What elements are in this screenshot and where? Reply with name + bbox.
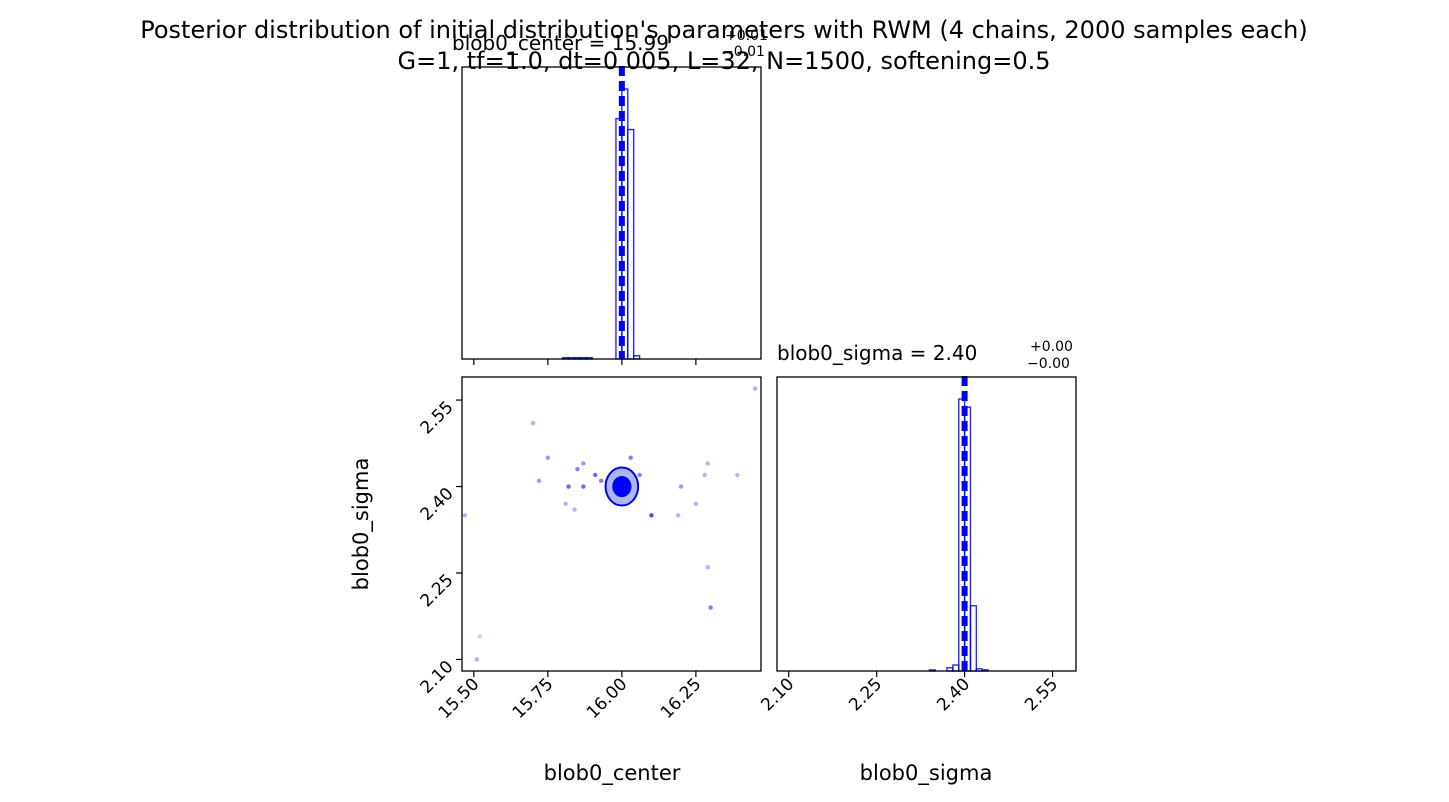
center-title-minus: −0.01	[722, 44, 765, 60]
sigma-title-plus: +0.00	[1030, 339, 1073, 355]
scatter-point	[693, 501, 699, 507]
x-tick-label: 16.25	[657, 674, 706, 723]
scatter-point	[545, 455, 551, 460]
contour-inner	[612, 475, 632, 498]
scatter-point	[530, 420, 536, 426]
scatter-point	[477, 634, 482, 639]
scatter-point	[536, 478, 542, 483]
histogram-bar	[952, 664, 960, 672]
x-tick-label: 2.10	[757, 674, 798, 715]
x-tick-label: 16.00	[583, 674, 632, 723]
x-tick-label: 2.25	[845, 674, 886, 715]
joint-scatter-panel: 15.50 15.75 16.00 16.252.102.252.402.55	[417, 376, 762, 723]
scatter-point	[637, 472, 642, 478]
scatter-point	[708, 605, 713, 610]
center-panel-title: blob0_center = 15.99	[452, 31, 669, 55]
histogram-bar	[969, 605, 978, 672]
scatter-point	[628, 455, 633, 460]
scatter-point	[735, 472, 740, 478]
joint-y-axis-label: blob0_sigma	[349, 458, 374, 591]
scatter-point	[572, 507, 577, 512]
center-title-value: 15.99	[612, 31, 669, 55]
x-tick-label: 2.55	[1021, 674, 1062, 715]
center-title-prefix: blob0_center =	[452, 31, 612, 55]
y-tick-label: 2.55	[417, 397, 458, 438]
sigma-title-value: 2.40	[933, 341, 978, 365]
joint-x-axis-label: blob0_center	[544, 761, 681, 786]
histogram-bar	[627, 128, 635, 360]
scatter-point	[563, 501, 568, 507]
center-title-plus: +0.01	[725, 28, 768, 44]
figure-title: Posterior distribution of initial distri…	[140, 16, 1308, 44]
sigma-title-minus: −0.00	[1027, 356, 1070, 372]
panel-frame	[461, 376, 762, 672]
scatter-point	[575, 467, 580, 472]
y-tick-label: 2.40	[417, 484, 458, 525]
scatter-point	[462, 513, 468, 518]
y-tick-label: 2.25	[417, 570, 458, 611]
scatter-point	[752, 386, 758, 391]
scatter-point	[593, 472, 598, 478]
scatter-point	[705, 565, 710, 570]
marginal-sigma-panel: 2.10 2.25 2.40 2.55	[757, 376, 1077, 715]
marginal-center-panel	[461, 66, 762, 365]
scatter-point	[581, 484, 586, 489]
scatter-point	[705, 461, 710, 466]
scatter-point	[649, 513, 654, 518]
scatter-point	[581, 461, 586, 466]
scatter-point	[566, 484, 571, 489]
sigma-panel-title: blob0_sigma = 2.40	[777, 341, 977, 365]
x-tick-label: 15.75	[509, 674, 558, 723]
figure-subtitle: G=1, tf=1.0, dt=0.005, L=32, N=1500, sof…	[397, 47, 1050, 75]
scatter-point	[598, 478, 604, 483]
panel-frame	[461, 66, 762, 360]
scatter-point	[702, 472, 707, 478]
scatter-point	[474, 657, 480, 662]
panel-frame	[776, 376, 1077, 672]
sigma-x-axis-label: blob0_sigma	[860, 761, 993, 786]
x-tick-label: 2.40	[933, 674, 974, 715]
scatter-point	[678, 484, 684, 489]
sigma-title-prefix: blob0_sigma =	[777, 341, 933, 365]
scatter-point	[675, 513, 681, 518]
